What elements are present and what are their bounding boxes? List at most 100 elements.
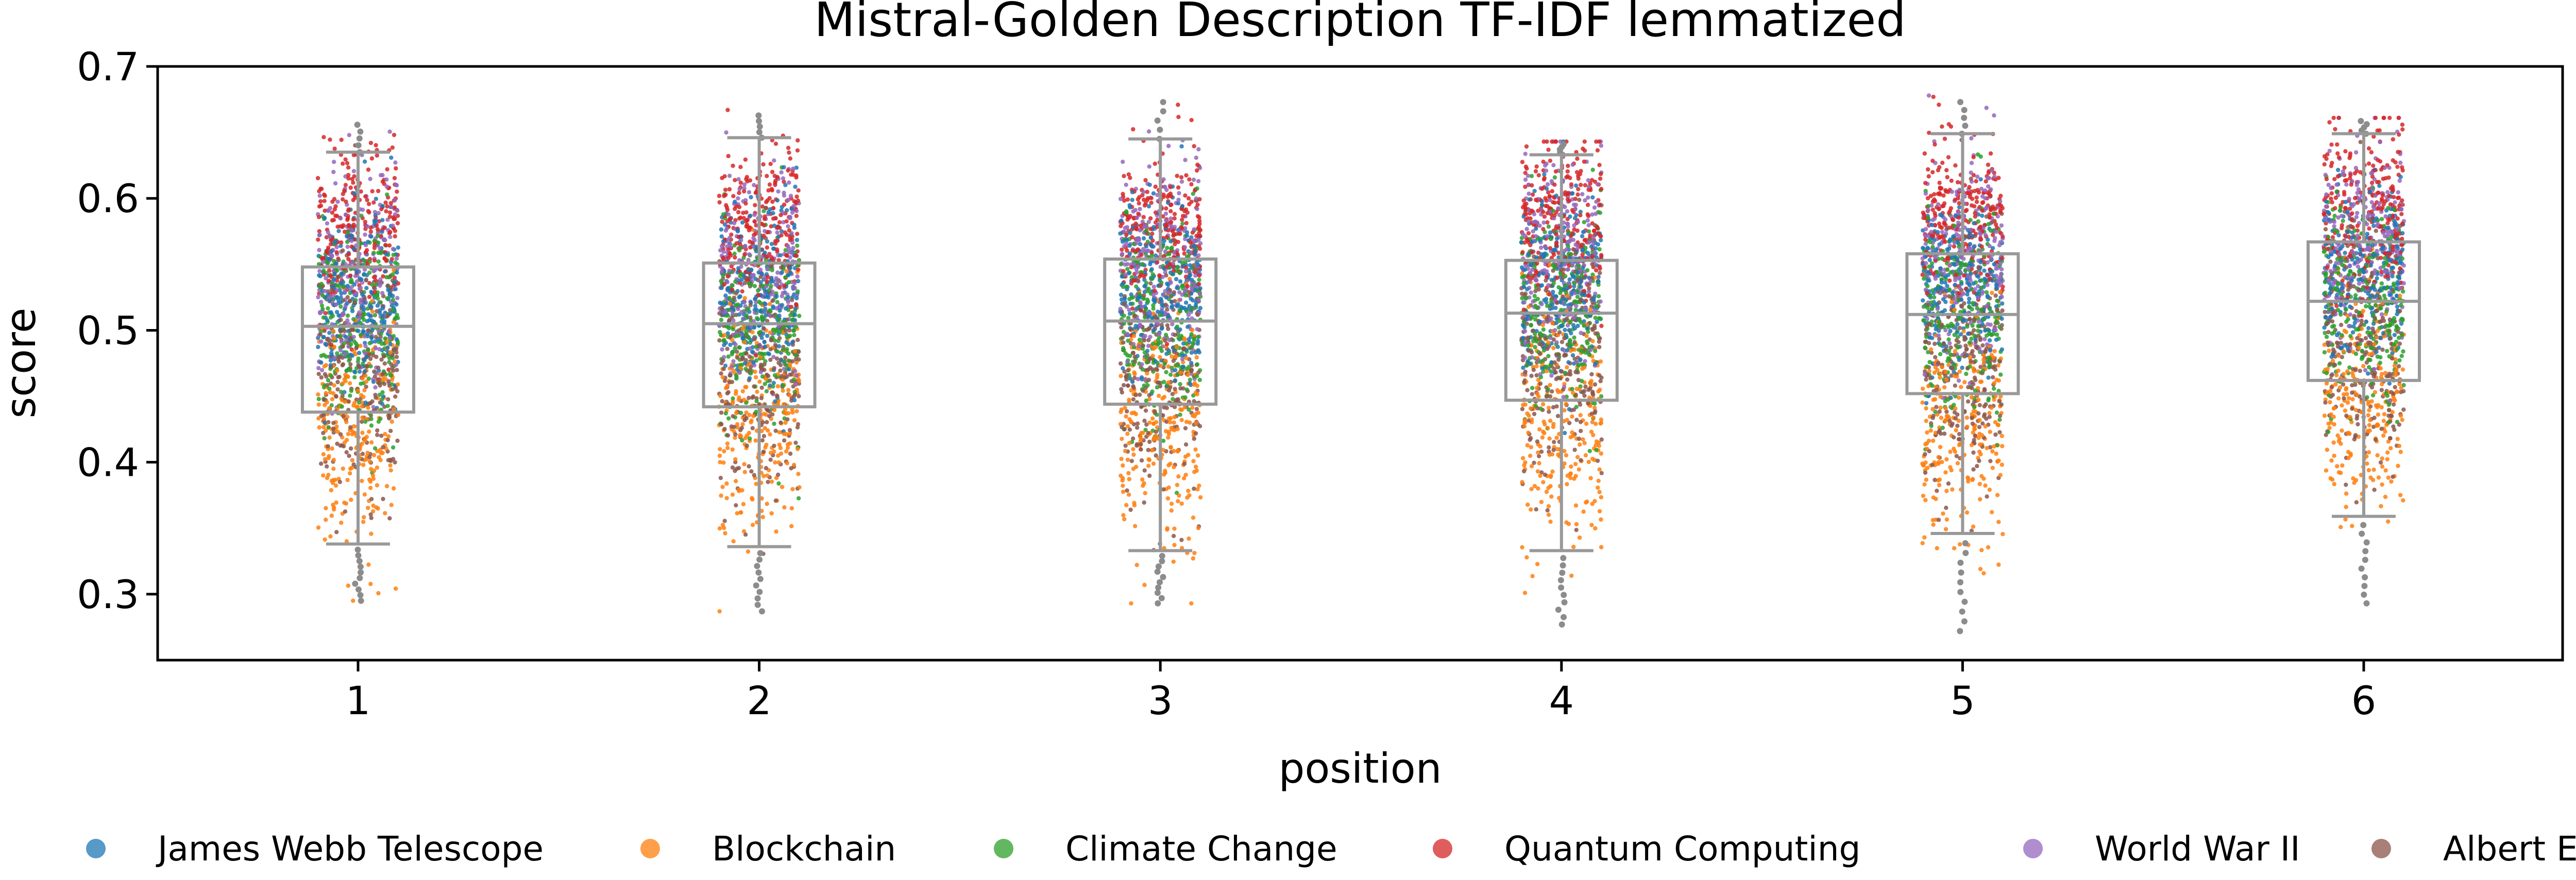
data-point [342, 329, 347, 334]
data-point [335, 387, 340, 392]
data-point [370, 309, 375, 314]
data-point [792, 226, 797, 230]
data-point [1167, 252, 1172, 256]
data-point [733, 432, 738, 437]
data-point [753, 304, 758, 308]
data-point [775, 175, 780, 179]
data-point [723, 411, 728, 416]
data-point [744, 443, 749, 448]
data-point [1150, 341, 1156, 346]
data-point [1141, 189, 1146, 194]
data-point [335, 288, 340, 293]
data-point [735, 228, 740, 233]
data-point [1197, 282, 1201, 286]
data-point [787, 393, 792, 398]
data-point [388, 230, 393, 234]
data-point [1126, 215, 1131, 220]
data-point [338, 334, 343, 338]
data-point [332, 271, 337, 277]
data-point [794, 302, 799, 307]
data-point [1177, 191, 1181, 196]
data-point [387, 291, 392, 296]
data-point [1183, 293, 1188, 298]
outlier-point [357, 592, 364, 598]
data-point [386, 434, 391, 439]
data-point [1176, 231, 1181, 236]
data-point [341, 444, 346, 448]
data-point [794, 237, 800, 243]
data-point [737, 328, 741, 333]
data-point [783, 375, 787, 380]
data-point [1541, 419, 1546, 424]
data-point [375, 428, 380, 433]
data-point [325, 400, 329, 405]
data-point [338, 304, 343, 309]
data-point [351, 222, 356, 227]
data-point [765, 420, 769, 424]
data-point [372, 469, 377, 473]
data-point [323, 537, 327, 542]
data-point [332, 336, 336, 341]
data-point [730, 352, 734, 357]
data-point [737, 295, 741, 300]
data-point [769, 241, 774, 246]
data-point [764, 465, 769, 471]
data-point [1153, 161, 1157, 166]
data-point [736, 333, 740, 338]
data-point [792, 398, 797, 403]
data-point [372, 313, 378, 318]
data-point [1197, 273, 1201, 278]
data-point [731, 163, 735, 168]
data-point [328, 381, 333, 386]
data-point [328, 373, 333, 378]
data-point [1195, 186, 1199, 191]
data-point [334, 500, 338, 505]
data-point [782, 284, 787, 288]
data-point [360, 419, 364, 424]
data-point [346, 176, 351, 181]
data-point [1120, 239, 1125, 244]
data-point [795, 243, 800, 248]
data-point [369, 440, 374, 445]
data-point [742, 252, 747, 257]
data-point [744, 224, 749, 229]
data-point [336, 257, 341, 262]
data-point [1122, 517, 1127, 522]
data-point [369, 336, 374, 340]
data-point [796, 378, 802, 383]
data-point [1122, 302, 1126, 306]
data-point [352, 301, 357, 305]
data-point [348, 362, 353, 367]
data-point [1175, 174, 1179, 178]
data-point [1136, 377, 1141, 382]
data-point [1150, 367, 1155, 372]
data-point [1159, 323, 1164, 327]
data-point [350, 308, 355, 314]
data-point [385, 217, 390, 222]
data-point [1130, 198, 1134, 202]
data-point [321, 335, 326, 339]
data-point [336, 357, 341, 361]
data-point [1141, 335, 1146, 340]
data-point [1140, 367, 1145, 372]
data-point [329, 342, 334, 347]
data-point [1118, 306, 1123, 312]
data-point [1177, 493, 1181, 498]
data-point [328, 137, 332, 142]
data-point [374, 197, 378, 201]
data-point [1145, 371, 1149, 376]
data-point [727, 380, 732, 385]
data-point [351, 261, 356, 266]
data-point [743, 201, 748, 206]
data-point [392, 275, 397, 280]
data-point [334, 530, 339, 534]
data-point [1186, 313, 1191, 317]
data-point [1183, 395, 1188, 400]
data-point [721, 273, 725, 278]
data-point [1185, 210, 1190, 215]
data-point [1197, 197, 1202, 202]
data-point [372, 258, 377, 263]
data-point [743, 157, 748, 162]
data-point [376, 240, 381, 245]
data-point [789, 206, 794, 211]
